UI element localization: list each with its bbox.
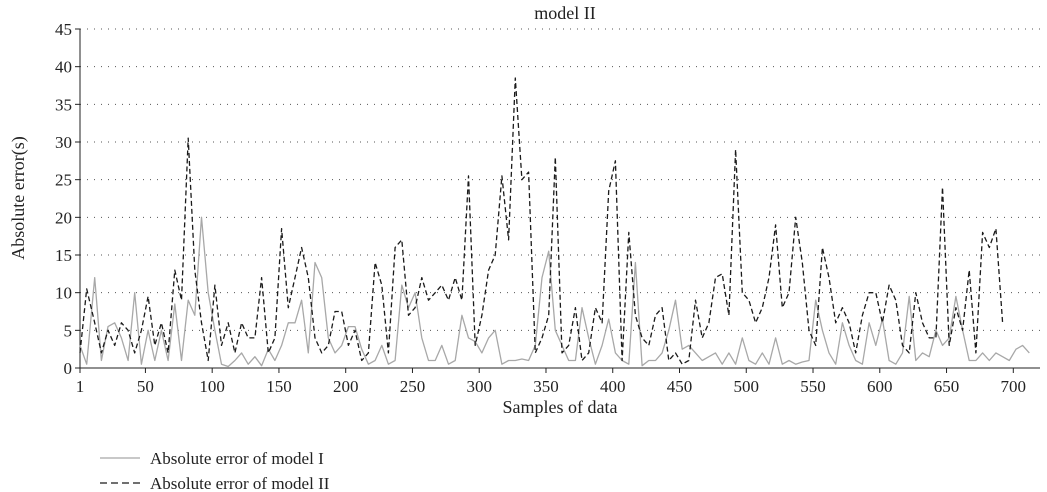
x-tick-label: 500 xyxy=(734,377,760,396)
y-axis-label: Absolute error(s) xyxy=(8,136,29,259)
x-tick-marks xyxy=(79,368,1014,373)
x-tick-label: 550 xyxy=(800,377,826,396)
y-tick-label: 20 xyxy=(55,208,72,227)
x-tick-label: 250 xyxy=(400,377,426,396)
x-tick-label: 350 xyxy=(533,377,559,396)
x-tick-label: 450 xyxy=(667,377,693,396)
y-tick-label: 10 xyxy=(55,284,72,303)
x-tick-label: 400 xyxy=(600,377,626,396)
x-tick-labels: 1 50 100 150 200 250 300 350 400 450 500 550 600 650 7… xyxy=(76,377,1026,396)
legend-label-model-ii: Absolute error of model II xyxy=(150,474,330,492)
x-tick-label: 1 xyxy=(76,377,85,396)
y-tick-label: 15 xyxy=(55,246,72,265)
x-tick-label: 650 xyxy=(934,377,960,396)
y-tick-labels: 0 5 10 15 20 25 30 35 40 45 xyxy=(55,20,72,378)
y-tick-label: 40 xyxy=(55,58,72,77)
legend-label-model-i: Absolute error of model I xyxy=(150,449,324,468)
x-tick-label: 50 xyxy=(137,377,154,396)
grid-lines xyxy=(80,28,1040,331)
series-line-model-i xyxy=(79,216,1030,368)
x-tick-label: 200 xyxy=(333,377,359,396)
y-tick-label: 35 xyxy=(55,95,72,114)
x-tick-label: 600 xyxy=(867,377,893,396)
series-line-model-ii xyxy=(79,77,1004,365)
x-tick-label: 100 xyxy=(199,377,225,396)
x-tick-label: 700 xyxy=(1001,377,1027,396)
x-tick-label: 150 xyxy=(266,377,292,396)
y-tick-label: 25 xyxy=(55,171,72,190)
x-tick-label: 300 xyxy=(466,377,492,396)
legend: Absolute error of model I Absolute error… xyxy=(100,449,330,492)
y-tick-label: 5 xyxy=(64,321,73,340)
chart-title: model II xyxy=(534,3,595,23)
y-tick-label: 30 xyxy=(55,133,72,152)
y-tick-marks xyxy=(75,28,80,369)
series-layer xyxy=(79,77,1030,368)
x-axis-label: Samples of data xyxy=(503,397,618,417)
y-tick-label: 45 xyxy=(55,20,72,39)
y-tick-label: 0 xyxy=(64,359,73,378)
